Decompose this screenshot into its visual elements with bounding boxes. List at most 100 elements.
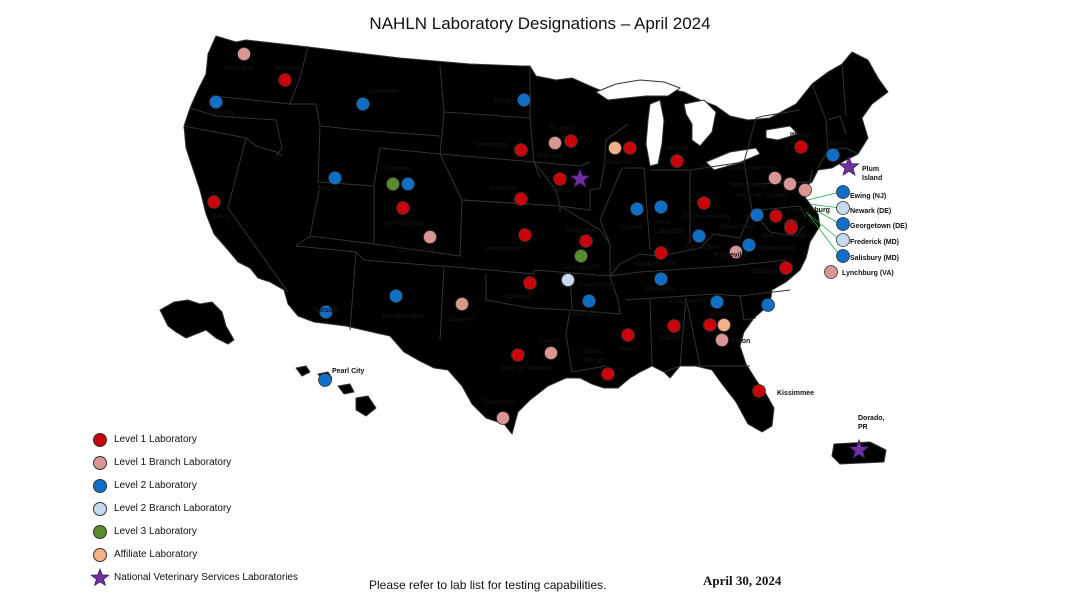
lab-label-plum-island: Plum Island bbox=[862, 166, 882, 182]
legend-label: Level 3 Laboratory bbox=[114, 526, 197, 537]
lab-label-madison: Madison bbox=[604, 159, 632, 166]
lab-label-puyallup: Puyallup bbox=[224, 65, 253, 72]
lab-marker-canyon bbox=[455, 297, 469, 311]
lab-label-little-rock: Little Rock bbox=[568, 311, 604, 318]
lab-marker-newark-de bbox=[836, 201, 850, 215]
lab-marker-columbia bbox=[579, 234, 593, 248]
lab-marker-reynoldsburg bbox=[697, 196, 711, 210]
lab-marker-columbia bbox=[761, 298, 775, 312]
legend-label: Level 1 Laboratory bbox=[114, 434, 197, 445]
lab-label-brookings: Brookings bbox=[475, 142, 510, 149]
lab-label-gainesville: Gainesville bbox=[670, 298, 707, 305]
lab-marker-st-paul bbox=[564, 134, 578, 148]
lake-superior bbox=[595, 79, 681, 101]
lab-marker-laramie bbox=[386, 177, 400, 191]
lab-markers: Puyallup Pullman Corvallis Bozeman Fargo St. … bbox=[206, 47, 907, 460]
lab-label-lincoln: Lincoln bbox=[491, 185, 516, 192]
lab-marker-albuquerque bbox=[389, 289, 403, 303]
legend-item-level1_branch: Level 1 Branch Laboratory bbox=[88, 451, 298, 474]
lab-label-canyon: Canyon bbox=[448, 316, 474, 323]
lab-label-west-lafayette: West Lafayette bbox=[654, 219, 685, 235]
lab-marker-harrisonburg bbox=[769, 209, 783, 223]
lab-marker-madison bbox=[623, 141, 637, 155]
circle-icon bbox=[88, 500, 112, 518]
lab-label-bozeman: Bozeman bbox=[368, 88, 399, 95]
lab-marker-urbana bbox=[630, 202, 644, 216]
nvsl-star-ames bbox=[569, 167, 591, 189]
lake-ontario bbox=[765, 125, 799, 141]
lab-marker-lansing bbox=[670, 154, 684, 168]
lab-marker-harrisburg bbox=[768, 171, 782, 185]
lab-label-baton-rouge: Baton Rouge bbox=[583, 348, 605, 364]
lab-marker-wytheville bbox=[729, 245, 743, 259]
lab-label-blacksburg: Blacksburg bbox=[758, 245, 796, 252]
lab-marker-stillwater bbox=[523, 276, 537, 290]
great-lakes bbox=[595, 79, 799, 171]
lab-marker-kennett-square bbox=[798, 183, 812, 197]
lab-marker-athens bbox=[703, 318, 717, 332]
lab-marker-ames bbox=[553, 172, 567, 186]
lab-label-tucson: Tucson bbox=[313, 307, 337, 314]
state-borders bbox=[183, 45, 859, 373]
legend-label: Affiliate Laboratory bbox=[114, 549, 198, 560]
lab-label-st-paul: St. Paul bbox=[549, 125, 575, 132]
lab-label-salisbury-md: Salisbury (MD) bbox=[850, 255, 899, 262]
legend: Level 1 Laboratory Level 1 Branch Laborat… bbox=[88, 428, 298, 589]
legend-label: Level 2 Branch Laboratory bbox=[114, 503, 232, 514]
lab-label-willmar: Willmar bbox=[537, 153, 562, 160]
nvsl-star-plum-island bbox=[838, 155, 860, 177]
alaska bbox=[159, 299, 235, 345]
circle-icon bbox=[88, 546, 112, 564]
lab-marker-athens bbox=[717, 318, 731, 332]
lab-marker-tucson bbox=[319, 305, 333, 319]
lab-marker-moorefield bbox=[750, 208, 764, 222]
lab-marker-baton-rouge bbox=[601, 367, 615, 381]
lab-label-ithaca: Ithaca bbox=[790, 132, 810, 139]
lab-marker-madison bbox=[608, 141, 622, 155]
lab-marker-corvallis bbox=[209, 95, 223, 109]
lab-marker-willmar bbox=[548, 136, 562, 150]
lab-label-moorefield: Moorefield bbox=[720, 224, 755, 231]
lab-label-davis: Davis bbox=[212, 214, 231, 221]
lab-label-pullman: Pullman bbox=[274, 65, 301, 72]
legend-label: National Veterinary Services Laboratorie… bbox=[114, 572, 298, 583]
lab-marker-university-park bbox=[783, 177, 797, 191]
lab-label-center: Center bbox=[539, 338, 561, 345]
lab-marker-hopkinsville bbox=[654, 246, 668, 260]
lab-marker-raleigh bbox=[779, 261, 793, 275]
lab-marker-bozeman bbox=[356, 97, 370, 111]
legend-label: Level 2 Laboratory bbox=[114, 480, 197, 491]
lab-marker-college-station bbox=[511, 348, 525, 362]
lab-marker-fargo bbox=[517, 93, 531, 107]
lab-label-ewing-nj: Ewing (NJ) bbox=[850, 193, 886, 200]
lab-label-pearl-city: Pearl City bbox=[332, 368, 364, 375]
footer-date: April 30, 2024 bbox=[703, 573, 782, 588]
footer-note: Please refer to lab list for testing cap… bbox=[369, 578, 607, 592]
lab-marker-pearl-city bbox=[318, 373, 332, 387]
lab-marker-gaithersburg bbox=[784, 221, 798, 235]
lab-label-newark-de: Newark (DE) bbox=[850, 208, 891, 215]
lab-label-albuquerque: Albuquerque bbox=[381, 313, 424, 320]
lab-marker-laramie bbox=[401, 177, 415, 191]
lab-marker-tifton bbox=[715, 333, 729, 347]
lab-label-kissimmee: Kissimmee bbox=[777, 390, 814, 397]
legend-item-level2: Level 2 Laboratory bbox=[88, 474, 298, 497]
lab-label-frederick-md: Frederick (MD) bbox=[850, 239, 899, 246]
lab-label-laramie: Laramie bbox=[385, 166, 412, 173]
hawaii-4 bbox=[355, 395, 377, 417]
lab-marker-pullman bbox=[278, 73, 292, 87]
lab-label-harrisburg: Harrisburg bbox=[731, 182, 767, 189]
lab-label-columbia: Columbia bbox=[566, 227, 598, 234]
lab-label-reynoldsburg: Reynoldsburg bbox=[683, 213, 730, 220]
lab-marker-center bbox=[544, 346, 558, 360]
lab-marker-lincoln bbox=[514, 192, 528, 206]
lake-huron bbox=[683, 99, 717, 147]
lab-label-stillwater: Stillwater bbox=[502, 294, 533, 301]
lab-marker-rocky-ford bbox=[423, 230, 437, 244]
lab-label-tifton: Tifton bbox=[731, 338, 750, 345]
lab-marker-frederick-md bbox=[836, 233, 850, 247]
legend-item-level2_branch: Level 2 Branch Laboratory bbox=[88, 497, 298, 520]
lab-label-nashville: Nashville bbox=[645, 286, 676, 293]
lab-label-fayetteville: Fayetteville bbox=[578, 282, 616, 289]
lab-label-lynchburg-va: Lynchburg (VA) bbox=[842, 270, 894, 277]
